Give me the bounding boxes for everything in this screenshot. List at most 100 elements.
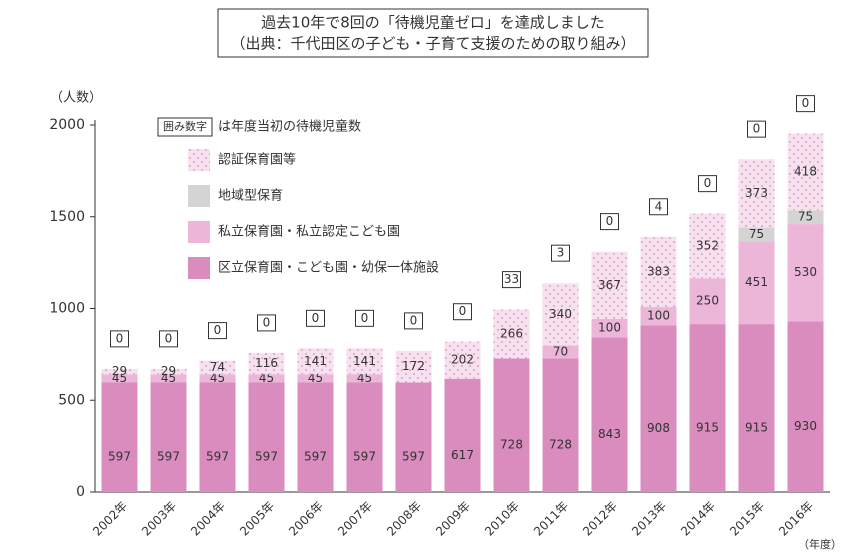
data-label: 597 bbox=[108, 450, 131, 464]
bar-segment bbox=[738, 241, 775, 325]
legend-swatch bbox=[188, 149, 210, 171]
bar-segment bbox=[787, 224, 824, 322]
waiting-count: 0 bbox=[459, 304, 467, 318]
data-label: 915 bbox=[745, 421, 768, 435]
x-tick-label: 2003年 bbox=[139, 499, 179, 539]
bar-segment bbox=[738, 227, 775, 242]
legend-label: 私立保育園・私立認定こども園 bbox=[218, 224, 400, 240]
waiting-count: 0 bbox=[116, 331, 124, 345]
y-tick-label: 500 bbox=[58, 392, 85, 408]
data-label: 597 bbox=[255, 450, 278, 464]
waiting-box bbox=[306, 309, 325, 327]
x-tick-label: 2005年 bbox=[237, 499, 277, 539]
data-label: 530 bbox=[794, 265, 817, 279]
legend-label: 認証保育園等 bbox=[218, 152, 296, 168]
data-label: 373 bbox=[745, 186, 768, 200]
data-label: 915 bbox=[696, 421, 719, 435]
bar-segment bbox=[787, 133, 824, 211]
data-label: 29 bbox=[112, 364, 127, 378]
data-label: 843 bbox=[598, 427, 621, 441]
bar-segment bbox=[542, 345, 579, 359]
data-label: 728 bbox=[549, 438, 572, 452]
bar-segment bbox=[591, 337, 628, 492]
data-label: 29 bbox=[161, 364, 176, 378]
waiting-box bbox=[600, 213, 619, 231]
x-unit: （年度） bbox=[798, 537, 842, 551]
data-label: 45 bbox=[112, 371, 127, 385]
data-label: 70 bbox=[553, 344, 568, 358]
waiting-box bbox=[649, 198, 668, 216]
legend-swatch bbox=[188, 257, 210, 279]
data-label: 75 bbox=[798, 210, 813, 224]
bar-segment bbox=[346, 382, 383, 492]
data-label: 451 bbox=[745, 275, 768, 289]
waiting-box bbox=[796, 95, 815, 113]
bar-segment bbox=[640, 236, 677, 308]
data-label: 250 bbox=[696, 294, 719, 308]
legend-label: 区立保育園・こども園・幼保一体施設 bbox=[218, 260, 439, 276]
chart-title: 過去10年で8回の「待機児童ゼロ」を達成しました bbox=[261, 14, 605, 32]
bar-segment bbox=[297, 374, 334, 383]
bar-segment bbox=[395, 350, 432, 383]
bar-segment bbox=[346, 348, 383, 375]
x-tick-label: 2013年 bbox=[629, 499, 669, 539]
bar-segment bbox=[689, 324, 726, 492]
data-label: 728 bbox=[500, 438, 523, 452]
data-label: 116 bbox=[255, 356, 278, 370]
x-tick-label: 2004年 bbox=[188, 499, 228, 539]
legend-label: 地域型保育 bbox=[218, 188, 283, 204]
title-box bbox=[217, 8, 649, 58]
bar-segment bbox=[444, 378, 481, 492]
chart-subtitle: （出典：千代田区の子ども・子育て支援のための取り組み） bbox=[230, 35, 635, 53]
bar-segment bbox=[150, 368, 187, 375]
x-tick-label: 2016年 bbox=[776, 499, 816, 539]
bar-segment bbox=[150, 374, 187, 383]
data-label: 617 bbox=[451, 448, 474, 462]
x-tick-label: 2008年 bbox=[384, 499, 424, 539]
waiting-box bbox=[551, 244, 570, 262]
waiting-box bbox=[355, 309, 374, 327]
bar-segment bbox=[640, 325, 677, 492]
bar-segment bbox=[787, 210, 824, 225]
data-label: 141 bbox=[304, 354, 327, 368]
bar-segment bbox=[199, 360, 236, 375]
data-label: 100 bbox=[647, 309, 670, 323]
bar-segment bbox=[150, 382, 187, 492]
data-label: 202 bbox=[451, 353, 474, 367]
y-tick-label: 1000 bbox=[49, 301, 85, 317]
waiting-box bbox=[747, 120, 766, 138]
waiting-box bbox=[502, 271, 521, 289]
y-unit: （人数） bbox=[50, 91, 102, 106]
x-tick-label: 2011年 bbox=[531, 499, 571, 539]
x-tick-label: 2014年 bbox=[678, 499, 718, 539]
bar-segment bbox=[542, 358, 579, 492]
bar-segment bbox=[493, 309, 530, 359]
bar-segment bbox=[101, 382, 138, 492]
waiting-box bbox=[208, 322, 227, 340]
bar-segment bbox=[493, 358, 530, 492]
bar-segment bbox=[591, 318, 628, 338]
data-label: 74 bbox=[210, 360, 225, 374]
data-label: 340 bbox=[549, 307, 572, 321]
bar-segment bbox=[297, 382, 334, 492]
waiting-count: 0 bbox=[704, 176, 712, 190]
bar-segment bbox=[640, 307, 677, 326]
waiting-count: 4 bbox=[655, 199, 663, 213]
bar-segment bbox=[738, 324, 775, 492]
data-label: 908 bbox=[647, 421, 670, 435]
waiting-count: 0 bbox=[802, 96, 810, 110]
data-label: 100 bbox=[598, 321, 621, 335]
waiting-count: 0 bbox=[606, 214, 614, 228]
note-boxed: 囲み数字 bbox=[163, 119, 207, 133]
y-tick-label: 1500 bbox=[49, 209, 85, 225]
waiting-count: 0 bbox=[263, 315, 271, 329]
x-tick-label: 2009年 bbox=[433, 499, 473, 539]
bar-segment bbox=[738, 159, 775, 228]
x-tick-label: 2007年 bbox=[335, 499, 375, 539]
data-label: 45 bbox=[210, 371, 225, 385]
data-label: 45 bbox=[259, 371, 274, 385]
data-label: 597 bbox=[304, 450, 327, 464]
waiting-count: 0 bbox=[312, 311, 320, 325]
bar-segment bbox=[689, 278, 726, 325]
